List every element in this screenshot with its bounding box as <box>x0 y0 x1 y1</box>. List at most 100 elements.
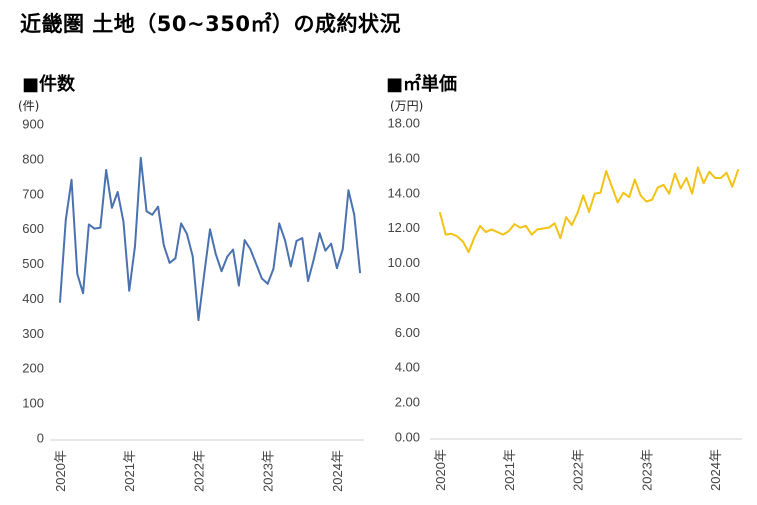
right-data-point <box>490 228 493 231</box>
right-data-point <box>622 191 625 194</box>
left-y-tick-label: 300 <box>22 326 44 341</box>
right-data-point <box>456 235 459 238</box>
right-data-point <box>599 191 602 194</box>
left-y-tick-label: 800 <box>22 151 44 166</box>
left-data-point <box>197 319 200 321</box>
right-data-point <box>547 226 550 229</box>
right-data-point <box>674 172 676 175</box>
left-data-point <box>307 280 309 282</box>
right-data-point <box>731 185 734 188</box>
right-data-point <box>696 166 699 169</box>
left-data-point <box>261 277 263 280</box>
left-data-point <box>162 244 165 247</box>
right-y-tick-label: 8.00 <box>395 290 420 305</box>
right-data-point <box>639 194 642 197</box>
left-data-point <box>76 273 79 275</box>
right-y-tick-label: 10.00 <box>387 255 420 270</box>
right-data-point <box>473 236 476 239</box>
left-data-point <box>139 156 142 159</box>
left-data-point <box>180 222 183 225</box>
left-data-point <box>249 248 252 251</box>
left-data-point <box>186 233 188 235</box>
left-data-point <box>59 301 61 303</box>
left-data-point <box>220 270 223 273</box>
left-data-point <box>278 222 281 225</box>
right-data-point <box>685 177 688 179</box>
right-data-point <box>519 226 522 229</box>
left-data-point <box>272 267 275 270</box>
right-data-point <box>662 184 665 186</box>
left-x-tick-label: 2023年 <box>261 450 276 492</box>
left-data-point <box>99 226 102 229</box>
right-y-tick-label: 6.00 <box>395 325 420 340</box>
left-data-point <box>255 263 258 265</box>
right-y-tick-label: 4.00 <box>395 360 420 375</box>
right-y-tick-label: 18.00 <box>387 116 420 131</box>
right-data-point <box>628 196 631 199</box>
left-data-point <box>289 265 292 268</box>
right-data-point <box>450 232 453 235</box>
left-data-point <box>128 289 131 292</box>
right-data-point <box>439 211 441 214</box>
right-data-point <box>588 211 590 213</box>
right-data-point <box>570 224 573 226</box>
right-data-point <box>593 192 596 195</box>
right-data-point <box>702 182 705 185</box>
right-data-point <box>542 227 545 230</box>
left-data-point <box>168 261 171 264</box>
right-y-tick-label: 12.00 <box>387 220 420 235</box>
right-x-tick-label: 2023年 <box>639 449 654 491</box>
left-data-point <box>318 232 321 235</box>
left-data-point <box>93 227 96 230</box>
right-data-point <box>479 225 482 227</box>
left-data-point <box>214 253 217 256</box>
left-data-point <box>232 248 234 251</box>
left-data-point <box>134 245 136 248</box>
right-data-point <box>507 230 510 233</box>
left-data-point <box>226 255 229 258</box>
left-data-point <box>209 228 211 231</box>
left-data-point <box>111 206 113 209</box>
left-data-point <box>105 169 108 171</box>
right-data-point <box>565 216 567 219</box>
left-y-tick-label: 400 <box>22 291 44 306</box>
left-data-point <box>237 284 240 287</box>
left-data-point <box>122 220 125 223</box>
left-x-tick-label: 2020年 <box>53 450 68 492</box>
right-series-line <box>439 166 739 254</box>
right-y-tick-label: 2.00 <box>395 395 420 410</box>
right-data-point <box>462 240 464 243</box>
right-data-point <box>496 231 499 233</box>
left-y-tick-label: 500 <box>22 256 44 271</box>
left-data-point <box>87 223 90 226</box>
left-data-point <box>116 191 119 193</box>
left-data-point <box>295 239 298 242</box>
left-data-point <box>151 213 154 216</box>
left-data-point <box>353 213 356 216</box>
right-data-point <box>444 233 447 236</box>
right-data-point <box>576 211 579 214</box>
right-data-point <box>559 237 562 240</box>
left-data-point <box>347 189 350 192</box>
page-title: 近畿圏 土地（50~350㎡）の成約状況 <box>20 12 401 36</box>
right-data-point <box>582 194 585 197</box>
left-chart-title: ■件数 <box>22 74 76 95</box>
left-data-point <box>284 239 286 242</box>
left-data-point <box>301 237 304 239</box>
left-y-tick-label: 700 <box>22 186 44 201</box>
right-data-point <box>536 228 539 231</box>
right-data-point <box>656 186 659 189</box>
left-y-tick-label: 900 <box>22 117 44 132</box>
right-data-point <box>513 223 516 226</box>
right-x-tick-label: 2024年 <box>708 449 723 491</box>
left-data-point <box>312 258 315 260</box>
left-data-point <box>145 210 148 213</box>
right-data-point <box>668 192 671 195</box>
right-data-point <box>691 192 694 195</box>
left-chart-unit: (件) <box>18 99 40 113</box>
left-data-point <box>191 255 194 258</box>
right-x-tick-label: 2020年 <box>433 449 448 491</box>
right-data-point <box>605 170 608 172</box>
left-x-tick-label: 2024年 <box>330 450 345 492</box>
right-data-point <box>616 201 619 204</box>
